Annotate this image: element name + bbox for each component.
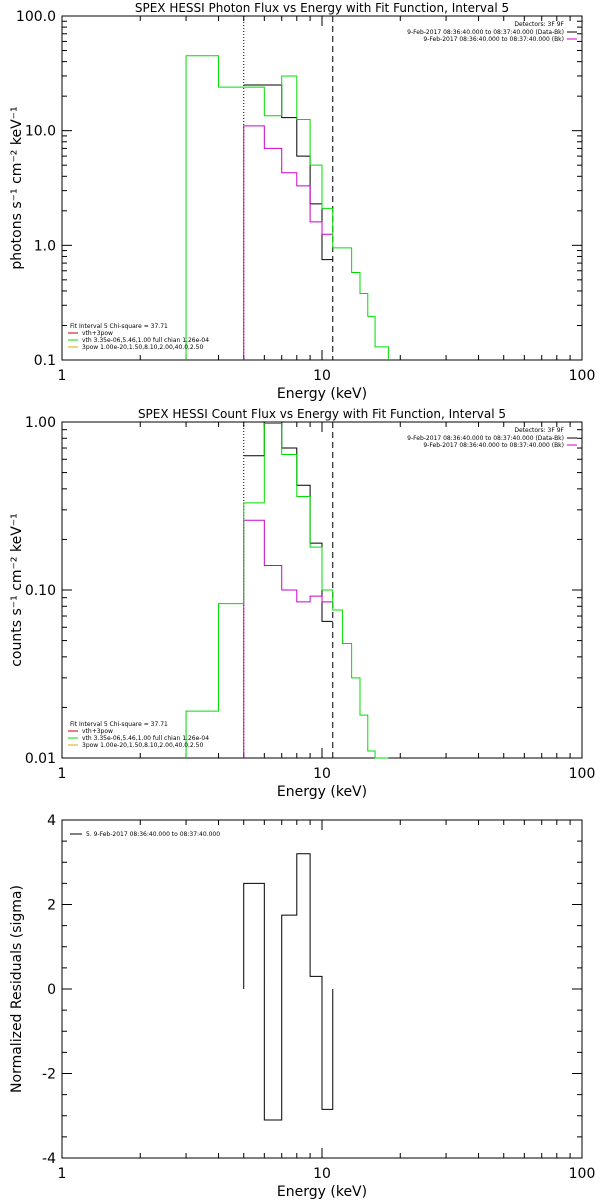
x-tick-label: 10: [313, 368, 331, 384]
y-tick-label: 0.01: [25, 751, 56, 767]
series-line-1: [243, 853, 334, 1121]
series-line-2: [243, 519, 333, 758]
x-tick-label: 1: [58, 368, 67, 384]
y-tick-label: 4: [47, 813, 56, 829]
x-tick-label: 1: [58, 1166, 67, 1182]
y-tick-label: -2: [42, 1067, 56, 1083]
legend-header: Fit Interval 5 Chi-square = 37.71: [70, 721, 168, 728]
legend-entry: 9-Feb-2017 08:36:40.000 to 08:37:40.000 …: [407, 435, 564, 442]
legend-header: Detectors: 3F 9F: [514, 427, 564, 434]
y-tick-label: 10.0: [25, 124, 56, 140]
chart-panel-3: 1 10 100 -4 -2 0 2 4 Energy (keV) Normalized Resi…: [9, 813, 595, 1200]
y-tick-label: 0.1: [34, 353, 56, 369]
chart-panel-2: SPEX HESSI Count Flux vs Energy with Fit…: [9, 407, 595, 800]
legend-header: Detectors: 3F 9F: [514, 21, 564, 28]
x-tick-label: 1: [58, 766, 67, 782]
y-axis-label: Normalized Residuals (sigma): [9, 885, 25, 1093]
legend-entry: 9-Feb-2017 08:36:40.000 to 08:37:40.000 …: [423, 36, 564, 43]
x-tick-label: 100: [569, 1166, 596, 1182]
legend-entry: 3pow 1.00e-20,1.50,8.10,2.00,40.0,2.50: [82, 344, 203, 351]
y-tick-label: 100.0: [16, 9, 56, 25]
y-tick-label: 2: [47, 898, 56, 914]
series-line-3: [185, 422, 389, 759]
legend-entry: 3pow 1.00e-20,1.50,8.10,2.00,40.0,2.50: [82, 742, 203, 749]
legend-entry: vth+3pow: [82, 728, 113, 735]
legend-entry: 9-Feb-2017 08:36:40.000 to 08:37:40.000 …: [407, 29, 564, 36]
y-tick-label: -4: [42, 1151, 56, 1167]
y-tick-label: 1.00: [25, 415, 56, 431]
x-tick-label: 10: [313, 766, 331, 782]
series-line-3: [185, 55, 389, 360]
legend-entry: 9-Feb-2017 08:36:40.000 to 08:37:40.000 …: [423, 442, 564, 449]
chart-title: SPEX HESSI Count Flux vs Energy with Fit…: [138, 407, 506, 421]
y-axis-label: photons s⁻¹ cm⁻² keV⁻¹: [9, 106, 25, 269]
legend-entry: 5. 9-Feb-2017 08:36:40.000 to 08:37:40.0…: [86, 831, 220, 838]
y-tick-label: 1.0: [34, 238, 56, 254]
chart-panel-1: SPEX HESSI Photon Flux vs Energy with Fi…: [9, 1, 595, 402]
y-axis-label: counts s⁻¹ cm⁻² keV⁻¹: [9, 513, 25, 667]
x-axis-label: Energy (keV): [277, 784, 367, 800]
legend-entry: vth 3.35e-06,5.46,1.00 full chian 1.26e-…: [82, 735, 209, 742]
legend-header: Fit Interval 5 Chi-square = 37.71: [70, 323, 168, 330]
x-axis-label: Energy (keV): [277, 386, 367, 402]
x-tick-label: 100: [569, 368, 596, 384]
y-tick-label: 0: [47, 982, 56, 998]
chart-title: SPEX HESSI Photon Flux vs Energy with Fi…: [135, 1, 509, 15]
series-line-2: [243, 125, 333, 360]
x-tick-label: 10: [313, 1166, 331, 1182]
legend-entry: vth+3pow: [82, 330, 113, 337]
series-line-1: [243, 421, 333, 622]
y-tick-label: 0.10: [25, 583, 56, 599]
legend-entry: vth 3.35e-06,5.46,1.00 full chian 1.26e-…: [82, 337, 209, 344]
x-tick-label: 100: [569, 766, 596, 782]
x-axis-label: Energy (keV): [277, 1184, 367, 1200]
